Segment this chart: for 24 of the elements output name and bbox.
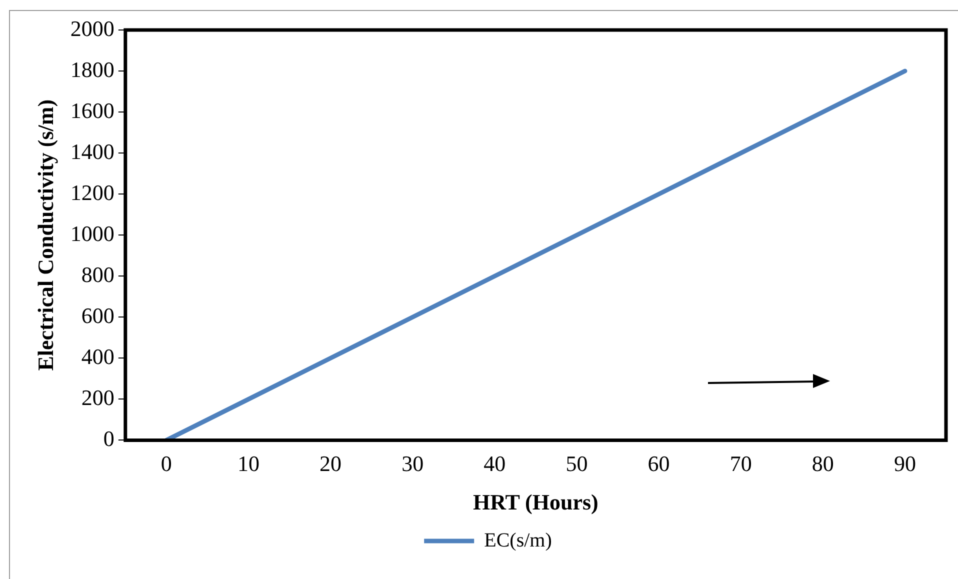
x-tick-label: 50 — [566, 451, 588, 476]
y-tick-label: 400 — [81, 344, 114, 369]
x-tick-label: 20 — [320, 451, 342, 476]
y-tick-label: 1000 — [70, 220, 114, 246]
x-tick-label: 10 — [237, 451, 260, 476]
y-tick-label: 200 — [81, 384, 114, 410]
x-tick-label: 80 — [812, 451, 834, 476]
legend-label: EC(s/m) — [484, 529, 552, 552]
x-tick-label: 60 — [648, 451, 670, 476]
x-tick-label: 90 — [894, 451, 916, 476]
x-tick-label: 0 — [160, 451, 172, 476]
y-tick-label: 1400 — [70, 138, 114, 164]
x-tick-label: 40 — [484, 451, 506, 476]
y-tick-label: 800 — [81, 262, 114, 287]
x-tick-label: 70 — [730, 451, 752, 476]
y-tick-label: 0 — [103, 426, 114, 451]
x-axis-title: HRT (Hours) — [473, 489, 598, 514]
x-tick-label: 30 — [402, 451, 424, 476]
y-tick-label: 1200 — [70, 180, 114, 205]
y-tick-label: 600 — [81, 302, 114, 328]
y-tick-label: 1800 — [70, 56, 114, 82]
y-axis-title: Electrical Conductivity (s/m) — [32, 99, 58, 371]
y-tick-label: 2000 — [70, 16, 114, 41]
y-tick-label: 1600 — [70, 98, 114, 123]
